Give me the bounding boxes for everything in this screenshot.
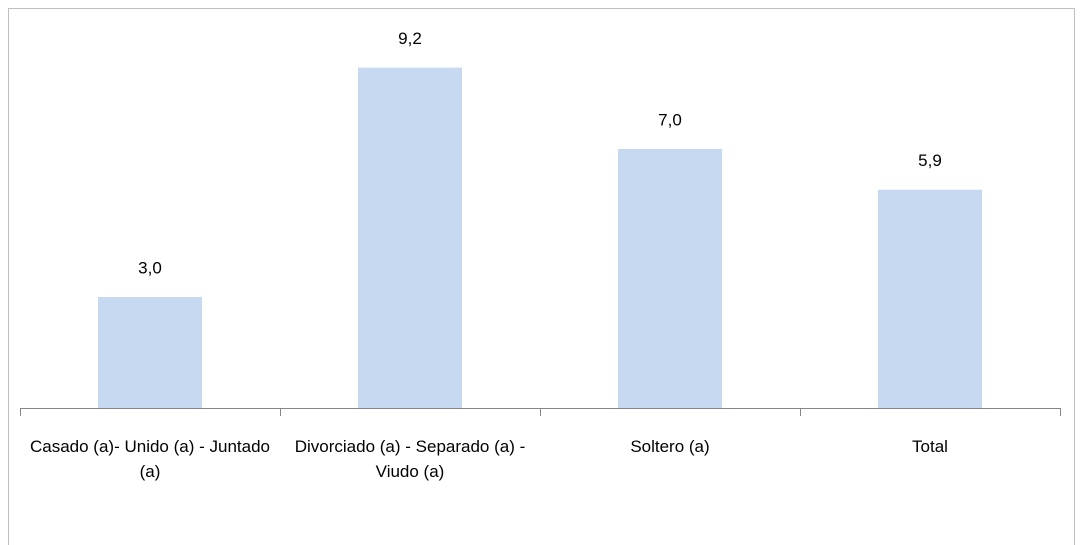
x-tick-label: Soltero (a) bbox=[630, 437, 710, 456]
chart-frame bbox=[8, 8, 1075, 545]
x-tick-label: Casado (a)- Unido (a) - Juntado (a) bbox=[29, 437, 270, 481]
bar bbox=[618, 149, 722, 408]
data-label: 7,0 bbox=[658, 110, 682, 129]
data-label: 9,2 bbox=[398, 29, 422, 48]
bar bbox=[98, 297, 202, 408]
bar bbox=[358, 67, 462, 408]
data-label: 3,0 bbox=[138, 258, 162, 277]
bar bbox=[878, 189, 982, 408]
x-tick-label: Divorciado (a) - Separado (a) - Viudo (a… bbox=[294, 437, 526, 481]
data-label: 5,9 bbox=[918, 151, 942, 170]
x-tick-label: Total bbox=[912, 437, 948, 456]
